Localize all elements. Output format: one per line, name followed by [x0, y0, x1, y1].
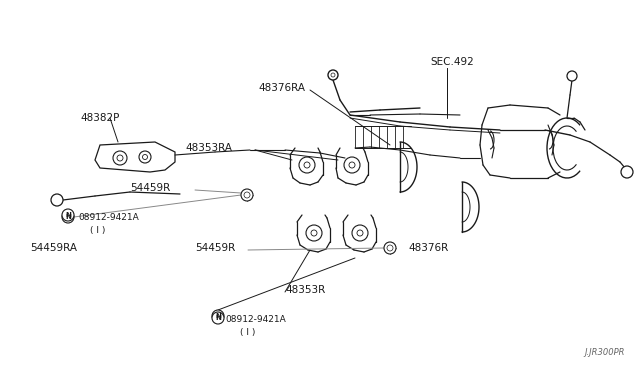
Circle shape	[139, 151, 151, 163]
Text: N: N	[215, 313, 221, 319]
Circle shape	[241, 189, 253, 201]
Text: N: N	[65, 212, 71, 218]
Text: 48353R: 48353R	[285, 285, 325, 295]
Circle shape	[212, 310, 224, 322]
Text: 08912-9421A: 08912-9421A	[225, 315, 285, 324]
Text: ( I ): ( I )	[90, 225, 106, 234]
Text: 54459R: 54459R	[130, 183, 170, 193]
Circle shape	[143, 154, 147, 160]
Circle shape	[387, 245, 393, 251]
Circle shape	[349, 162, 355, 168]
Text: 48382P: 48382P	[80, 113, 120, 123]
Text: N: N	[215, 315, 221, 321]
Circle shape	[331, 73, 335, 77]
Text: 54459RA: 54459RA	[30, 243, 77, 253]
Text: 48376RA: 48376RA	[258, 83, 305, 93]
Circle shape	[51, 194, 63, 206]
Circle shape	[384, 242, 396, 254]
Text: 08912-9421A: 08912-9421A	[78, 214, 139, 222]
Circle shape	[244, 192, 250, 198]
Circle shape	[306, 225, 322, 241]
Circle shape	[62, 209, 74, 221]
Circle shape	[328, 70, 338, 80]
Text: N: N	[65, 214, 71, 220]
Circle shape	[113, 151, 127, 165]
Circle shape	[311, 230, 317, 236]
Circle shape	[352, 225, 368, 241]
Circle shape	[567, 71, 577, 81]
Text: SEC.492: SEC.492	[430, 57, 474, 67]
Text: 54459R: 54459R	[195, 243, 236, 253]
Circle shape	[299, 157, 315, 173]
Text: 48353RA: 48353RA	[185, 143, 232, 153]
Text: J.JR300PR: J.JR300PR	[584, 348, 625, 357]
Circle shape	[621, 166, 633, 178]
Text: 48376R: 48376R	[408, 243, 448, 253]
Circle shape	[212, 312, 224, 324]
Circle shape	[357, 230, 363, 236]
Circle shape	[344, 157, 360, 173]
Circle shape	[62, 211, 74, 223]
Text: ( I ): ( I )	[240, 327, 255, 337]
Circle shape	[304, 162, 310, 168]
Circle shape	[117, 155, 123, 161]
